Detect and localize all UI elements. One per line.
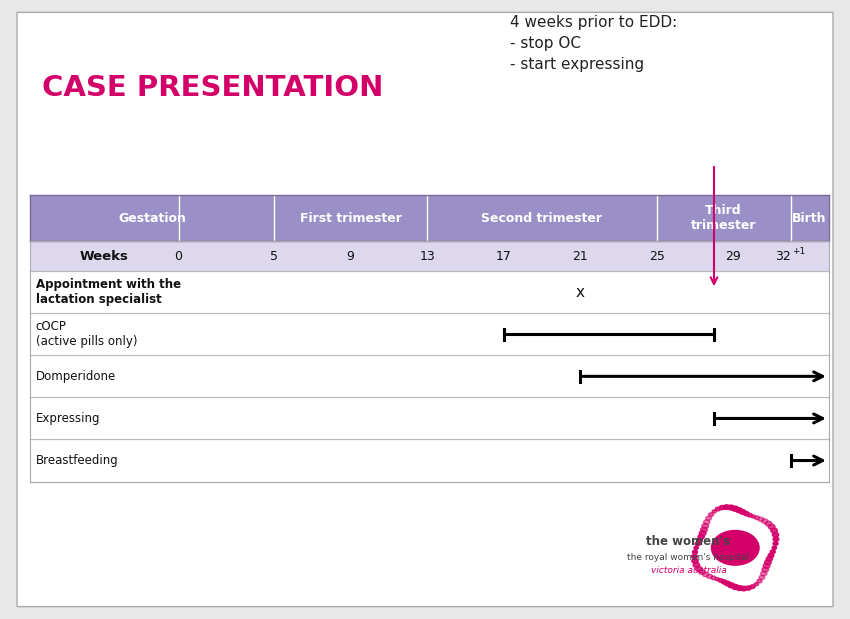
Text: 29: 29 bbox=[725, 249, 741, 263]
Text: 9: 9 bbox=[347, 249, 354, 263]
Text: Expressing: Expressing bbox=[36, 412, 100, 425]
Text: Appointment with the
lactation specialist: Appointment with the lactation specialis… bbox=[36, 278, 181, 306]
Text: 32: 32 bbox=[774, 249, 790, 263]
Text: 4 weeks prior to EDD:
- stop OC
- start expressing: 4 weeks prior to EDD: - stop OC - start … bbox=[510, 15, 677, 72]
Text: Gestation: Gestation bbox=[118, 212, 186, 225]
Text: 21: 21 bbox=[572, 249, 588, 263]
Text: Weeks: Weeks bbox=[80, 249, 128, 263]
Text: 25: 25 bbox=[649, 249, 665, 263]
Text: +1: +1 bbox=[792, 247, 806, 256]
Text: 5: 5 bbox=[270, 249, 278, 263]
Text: 13: 13 bbox=[419, 249, 435, 263]
Text: victoria australia: victoria australia bbox=[650, 566, 727, 575]
Text: x: x bbox=[575, 285, 585, 300]
Text: CASE PRESENTATION: CASE PRESENTATION bbox=[42, 74, 384, 102]
Text: Birth: Birth bbox=[792, 212, 827, 225]
Text: Domperidone: Domperidone bbox=[36, 370, 116, 383]
Text: 0: 0 bbox=[174, 249, 183, 263]
Text: Third
trimester: Third trimester bbox=[691, 204, 756, 232]
Text: Breastfeeding: Breastfeeding bbox=[36, 454, 118, 467]
Text: the women's: the women's bbox=[647, 535, 730, 548]
Text: First trimester: First trimester bbox=[300, 212, 401, 225]
Text: cOCP
(active pills only): cOCP (active pills only) bbox=[36, 320, 137, 348]
Text: Second trimester: Second trimester bbox=[481, 212, 603, 225]
Text: the royal women's hospital: the royal women's hospital bbox=[627, 553, 750, 561]
Text: 17: 17 bbox=[496, 249, 512, 263]
